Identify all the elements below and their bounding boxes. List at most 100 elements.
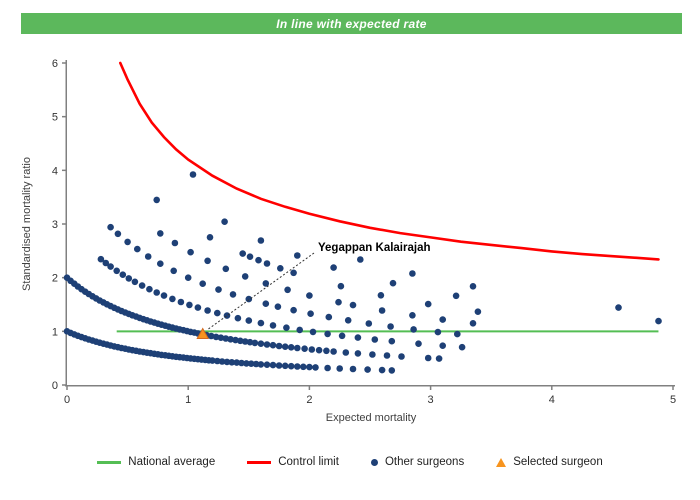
surgeon-dot[interactable] [245, 295, 253, 303]
surgeon-dot[interactable] [134, 245, 141, 253]
surgeon-dot[interactable] [237, 337, 244, 345]
surgeon-dot[interactable] [306, 363, 313, 371]
surgeon-dot[interactable] [357, 256, 364, 263]
surgeon-dot[interactable] [257, 361, 265, 368]
surgeon-dot[interactable] [233, 359, 240, 366]
surgeon-dot[interactable] [234, 314, 242, 322]
surgeon-dot[interactable] [454, 330, 461, 338]
surgeon-dot[interactable] [287, 344, 295, 351]
surgeon-dot[interactable] [330, 264, 337, 271]
surgeon-dot[interactable] [169, 295, 176, 303]
surgeon-dot[interactable] [171, 239, 179, 247]
surgeon-dot[interactable] [369, 351, 376, 358]
surgeon-dot[interactable] [227, 336, 234, 343]
surgeon-dot[interactable] [125, 275, 133, 282]
surgeon-dot[interactable] [439, 316, 447, 323]
surgeon-dot[interactable] [102, 259, 110, 267]
surgeon-dot[interactable] [409, 312, 416, 319]
surgeon-dot[interactable] [324, 364, 331, 372]
surgeon-dot[interactable] [336, 365, 344, 372]
surgeon-dot[interactable] [312, 364, 319, 371]
surgeon-dot[interactable] [107, 263, 114, 270]
surgeon-dot[interactable] [187, 248, 194, 256]
surgeon-dot[interactable] [388, 337, 396, 345]
surgeon-dot[interactable] [342, 349, 350, 356]
surgeon-dot[interactable] [207, 332, 215, 340]
surgeon-dot[interactable] [387, 323, 394, 330]
surgeon-dot[interactable] [277, 265, 284, 272]
surgeon-dot[interactable] [354, 334, 362, 341]
surgeon-dot[interactable] [337, 282, 345, 290]
surgeon-dot[interactable] [269, 341, 277, 349]
surgeon-dot[interactable] [315, 346, 323, 354]
surgeon-dot[interactable] [186, 301, 193, 309]
surgeon-dot[interactable] [294, 252, 301, 259]
surgeon-dot[interactable] [309, 328, 317, 336]
surgeon-dot[interactable] [222, 265, 230, 273]
surgeon-dot[interactable] [296, 326, 304, 334]
surgeon-dot[interactable] [119, 271, 127, 279]
surgeon-dot[interactable] [262, 300, 270, 308]
surgeon-dot[interactable] [153, 196, 160, 204]
surgeon-dot[interactable] [655, 317, 662, 325]
surgeon-dot[interactable] [170, 267, 177, 275]
surgeon-dot[interactable] [335, 298, 342, 306]
surgeon-dot[interactable] [269, 361, 277, 369]
surgeon-dot[interactable] [377, 292, 385, 299]
surgeon-dot[interactable] [323, 347, 330, 355]
surgeon-dot[interactable] [204, 257, 211, 265]
surgeon-dot[interactable] [364, 366, 371, 373]
surgeon-dot[interactable] [223, 358, 231, 366]
surgeon-dot[interactable] [307, 310, 314, 318]
surgeon-dot[interactable] [257, 319, 265, 327]
surgeon-dot[interactable] [325, 313, 333, 321]
surgeon-dot[interactable] [389, 279, 397, 287]
surgeon-dot[interactable] [217, 334, 225, 342]
surgeon-dot[interactable] [214, 357, 221, 365]
surgeon-dot[interactable] [349, 301, 357, 309]
surgeon-dot[interactable] [251, 339, 259, 347]
surgeon-dot[interactable] [283, 324, 290, 332]
surgeon-dot[interactable] [97, 255, 105, 263]
surgeon-dot[interactable] [263, 341, 271, 348]
surgeon-dot[interactable] [275, 362, 283, 369]
surgeon-dot[interactable] [257, 237, 265, 244]
surgeon-dot[interactable] [306, 292, 313, 299]
surgeon-dot[interactable] [424, 300, 432, 308]
surgeon-dot[interactable] [229, 291, 237, 298]
surgeon-dot[interactable] [424, 354, 432, 362]
surgeon-dot[interactable] [228, 359, 236, 366]
surgeon-dot[interactable] [238, 359, 245, 367]
surgeon-dot[interactable] [252, 360, 260, 368]
surgeon-dot[interactable] [410, 326, 417, 333]
surgeon-dot[interactable] [354, 350, 362, 357]
surgeon-dot[interactable] [113, 267, 120, 275]
surgeon-dot[interactable] [184, 274, 192, 282]
surgeon-dot[interactable] [344, 317, 352, 324]
surgeon-dot[interactable] [435, 355, 443, 362]
surgeon-dot[interactable] [378, 366, 386, 374]
surgeon-dot[interactable] [388, 367, 396, 374]
surgeon-dot[interactable] [409, 270, 416, 277]
surgeon-dot[interactable] [124, 238, 131, 246]
surgeon-dot[interactable] [245, 317, 253, 324]
surgeon-dot[interactable] [215, 286, 222, 293]
surgeon-dot[interactable] [189, 171, 197, 178]
surgeon-dot[interactable] [144, 253, 152, 260]
surgeon-dot[interactable] [269, 322, 277, 329]
surgeon-dot[interactable] [338, 332, 346, 340]
surgeon-dot[interactable] [378, 307, 386, 314]
surgeon-dot[interactable] [263, 260, 271, 267]
surgeon-dot[interactable] [255, 256, 262, 264]
surgeon-dot[interactable] [434, 328, 442, 336]
surgeon-dot[interactable] [204, 307, 211, 314]
surgeon-dot[interactable] [239, 250, 246, 257]
surgeon-dot[interactable] [371, 336, 379, 343]
surgeon-dot[interactable] [458, 343, 466, 351]
surgeon-dot[interactable] [469, 283, 477, 290]
surgeon-dot[interactable] [257, 340, 265, 348]
surgeon-dot[interactable] [330, 348, 337, 355]
surgeon-dot[interactable] [131, 278, 139, 286]
surgeon-dot[interactable] [275, 342, 283, 350]
surgeon-dot[interactable] [287, 362, 295, 370]
